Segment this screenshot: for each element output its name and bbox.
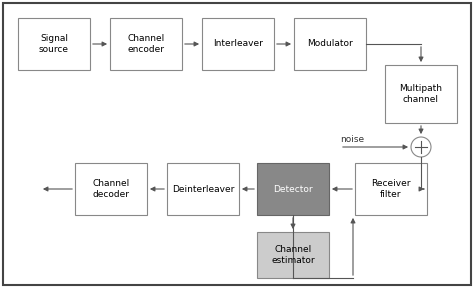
Text: Channel
estimator: Channel estimator — [271, 245, 315, 265]
Text: Deinterleaver: Deinterleaver — [172, 185, 234, 194]
Text: Channel
encoder: Channel encoder — [128, 34, 164, 54]
Bar — [257, 163, 329, 215]
Text: Channel
decoder: Channel decoder — [92, 179, 129, 199]
Text: noise: noise — [340, 135, 364, 144]
Bar — [18, 18, 90, 70]
Text: Modulator: Modulator — [307, 39, 353, 48]
Bar — [355, 163, 427, 215]
Bar — [294, 18, 366, 70]
Text: Detector: Detector — [273, 185, 313, 194]
Bar — [257, 232, 329, 278]
Text: Signal
source: Signal source — [39, 34, 69, 54]
Bar — [110, 18, 182, 70]
Bar — [385, 65, 457, 123]
Text: Multipath
channel: Multipath channel — [400, 84, 443, 104]
Circle shape — [411, 137, 431, 157]
Text: Interleaver: Interleaver — [213, 39, 263, 48]
Bar — [75, 163, 147, 215]
Bar — [202, 18, 274, 70]
Text: Receiver
filter: Receiver filter — [371, 179, 411, 199]
Bar — [167, 163, 239, 215]
